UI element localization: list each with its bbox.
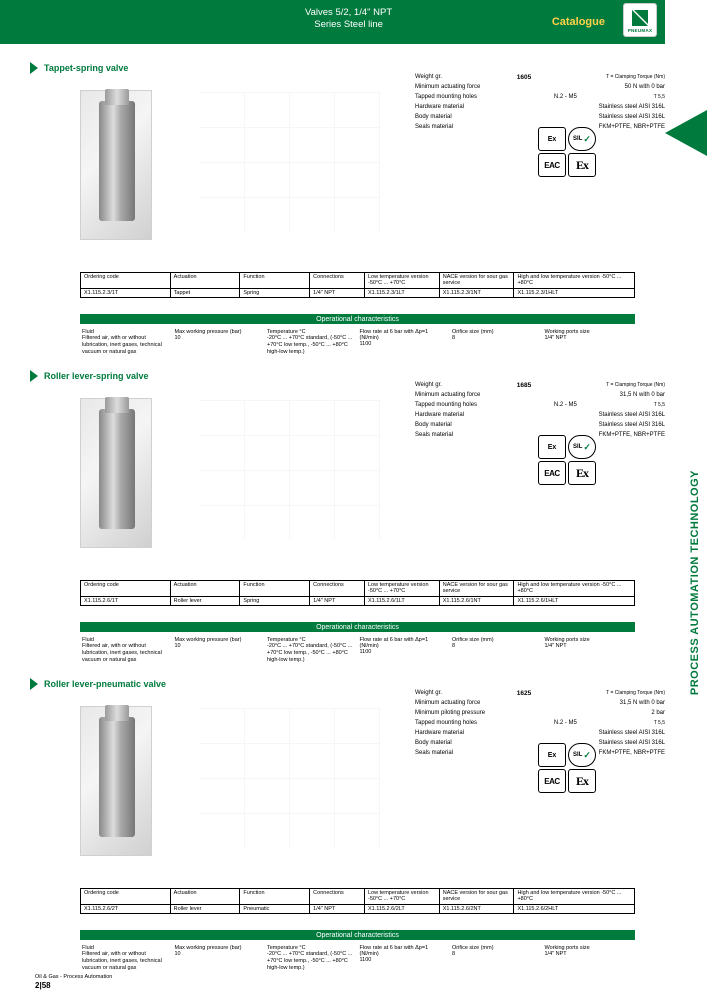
page-footer: Oil & Gas - Process Automation 2|58 (0, 970, 707, 1000)
td-low: X1.115.2.3/1LT (365, 289, 440, 297)
op-char-header: Operational characteristics (80, 622, 635, 632)
sil-icon: SIL✓ (568, 435, 596, 459)
hardware-label: Hardware material (415, 104, 464, 110)
product-block: Tappet-spring valve Weight gr.1605T = Cl… (30, 62, 635, 352)
chevron-icon (30, 678, 38, 690)
header-title: Valves 5/2, 1/4" NPT Series Steel line (305, 7, 392, 31)
td-fn: Spring (240, 289, 310, 297)
product-photo (80, 706, 152, 856)
torque-note: T = Clamping Torque (Nm) (606, 74, 665, 80)
sil-icon: SIL✓ (568, 743, 596, 767)
hardware-value: Stainless steel AISI 316L (599, 104, 665, 110)
td-high: X1.115.2.3/1HLT (514, 289, 634, 297)
op-char-table: FluidFiltered air, with or without lubri… (80, 637, 635, 664)
atex-icon: Ex (538, 435, 566, 459)
side-label-text: PROCESS AUTOMATION TECHNOLOGY (689, 470, 701, 695)
product-block: Roller lever-spring valve Weight gr.1685… (30, 370, 635, 660)
tapped-value: N.2 - M5 (554, 94, 577, 100)
eac-icon: EAC (538, 769, 566, 793)
chevron-icon (30, 62, 38, 74)
footer-pagenum: 2|58 (35, 981, 51, 990)
header-line1: Valves 5/2, 1/4" NPT (305, 7, 392, 18)
page-header: Valves 5/2, 1/4" NPT Series Steel line C… (0, 0, 665, 44)
weight-label: Weight gr. (415, 74, 442, 80)
ordering-table: Ordering codeActuationFunctionConnection… (80, 580, 635, 606)
op-char-header: Operational characteristics (80, 930, 635, 940)
spec-block: Weight gr.1685T = Clamping Torque (Nm) M… (415, 380, 665, 440)
seals-label: Seals material (415, 124, 453, 130)
footer-section: Oil & Gas - Process Automation (35, 974, 112, 980)
tapped-label: Tapped mounting holes (415, 94, 477, 100)
product-photo (80, 398, 152, 548)
eac-icon: EAC (538, 153, 566, 177)
seals-value: FKM+PTFE, NBR+PTFE (599, 124, 665, 130)
ex-icon: Ex (568, 769, 596, 793)
atex-icon: Ex (538, 743, 566, 767)
minforce-label: Minimum actuating force (415, 84, 480, 90)
td-code: X1.115.2.3/1T (81, 289, 171, 297)
th-code: Ordering code (81, 273, 171, 289)
th-nace: NACE version for sour gas service (440, 273, 515, 289)
product-title: Roller lever-pneumatic valve (44, 679, 166, 689)
op-char-header: Operational characteristics (80, 314, 635, 324)
ordering-table: Ordering codeActuationFunctionConnection… (80, 888, 635, 914)
header-line2: Series Steel line (314, 19, 383, 30)
eac-icon: EAC (538, 461, 566, 485)
op-char-table: FluidFiltered air, with or without lubri… (80, 945, 635, 972)
cert-badges: ExSIL✓ EACEx (538, 435, 596, 485)
body-value: Stainless steel AISI 316L (599, 114, 665, 120)
ex-icon: Ex (568, 461, 596, 485)
brand-logo: PNEUMAX (623, 3, 657, 37)
dimension-drawing (200, 708, 400, 878)
th-fn: Function (240, 273, 310, 289)
side-label: PROCESS AUTOMATION TECHNOLOGY (679, 160, 699, 480)
cert-badges: Ex SIL✓ EAC Ex (538, 127, 596, 177)
product-block: Roller lever-pneumatic valve Weight gr.1… (30, 678, 635, 968)
td-nace: X1.115.2.3/1NT (440, 289, 515, 297)
header-catalogue-label: Catalogue (552, 16, 605, 28)
chevron-icon (30, 370, 38, 382)
ex-icon: Ex (568, 153, 596, 177)
spec-block: Weight gr. 1605 T = Clamping Torque (Nm) M… (415, 72, 665, 132)
brand-name: PNEUMAX (628, 28, 653, 33)
logo-icon (630, 8, 650, 28)
td-conn: 1/4" NPT (310, 289, 365, 297)
td-act: Tappet (171, 289, 241, 297)
ordering-table: Ordering code Actuation Function Connect… (80, 272, 635, 298)
side-tab (665, 110, 707, 156)
product-photo (80, 90, 152, 240)
dimension-drawing (200, 92, 400, 262)
th-high: High and low temperature version -50°C .… (514, 273, 634, 289)
body-label: Body material (415, 114, 452, 120)
weight-value: 1605 (517, 74, 531, 81)
dimension-drawing (200, 400, 400, 570)
th-conn: Connections (310, 273, 365, 289)
minforce-value: 50 N with 0 bar (625, 84, 665, 90)
atex-icon: Ex (538, 127, 566, 151)
sil-icon: SIL✓ (568, 127, 596, 151)
op-char-table: FluidFiltered air, with or without lubri… (80, 329, 635, 356)
product-title: Roller lever-spring valve (44, 371, 149, 381)
cert-badges: ExSIL✓ EACEx (538, 743, 596, 793)
page-body: Tappet-spring valve Weight gr. 1605 T = Cl… (0, 62, 665, 968)
th-low: Low temperature version -50°C ... +70°C (365, 273, 440, 289)
th-act: Actuation (171, 273, 241, 289)
product-title: Tappet-spring valve (44, 63, 128, 73)
